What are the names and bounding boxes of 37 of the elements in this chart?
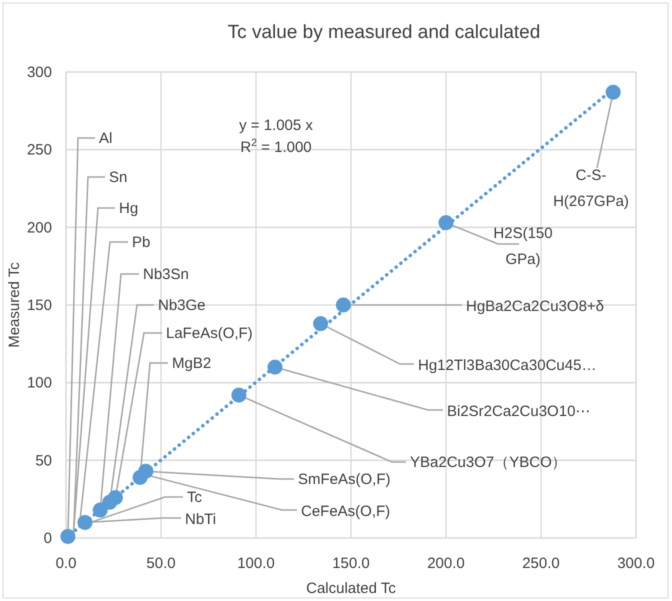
annotation: y = 1.005 x bbox=[239, 117, 314, 134]
annotation: CeFeAs(O,F) bbox=[301, 503, 390, 520]
annotation: NbTi bbox=[185, 511, 216, 528]
y-tick-label: 200 bbox=[26, 219, 52, 236]
annotation: HgBa2Ca2Cu3O8+δ bbox=[466, 298, 604, 315]
x-tick-label: 150.0 bbox=[332, 555, 370, 572]
annotation: Hg bbox=[119, 200, 138, 217]
annotation: C-S-H(267GPa) bbox=[553, 167, 629, 210]
annotation: H2S(150 GPa) bbox=[493, 225, 553, 268]
annotation: Nb3Sn bbox=[143, 266, 189, 283]
x-tick-label: 100.0 bbox=[237, 555, 275, 572]
x-tick-label: 300.0 bbox=[617, 555, 655, 572]
chart-title: Tc value by measured and calculated bbox=[228, 22, 540, 43]
y-tick-label: 250 bbox=[26, 142, 52, 159]
y-tick-label: 0 bbox=[44, 530, 52, 547]
annotation: Sn bbox=[109, 169, 128, 186]
x-tick-label: 50.0 bbox=[146, 555, 176, 572]
annotation: LaFeAs(O,F) bbox=[166, 325, 253, 342]
y-tick-label: 50 bbox=[35, 452, 52, 470]
annotation: Tc bbox=[187, 489, 202, 506]
annotation: Nb3Ge bbox=[158, 297, 206, 314]
y-tick-label: 100 bbox=[26, 374, 52, 392]
annotation: YBa2Cu3O7（YBCO） bbox=[410, 454, 567, 471]
annotation: SmFeAs(O,F) bbox=[298, 471, 390, 488]
y-tick-label: 300 bbox=[26, 64, 52, 81]
x-tick-label: 0.0 bbox=[56, 555, 76, 572]
y-tick-label: 150 bbox=[26, 297, 52, 314]
y-axis-title: Measured Tc bbox=[6, 262, 23, 348]
annotation: Hg12Tl3Ba30Ca30Cu45… bbox=[418, 357, 596, 374]
x-tick-label: 250.0 bbox=[522, 555, 560, 572]
x-axis-title: Calculated Tc bbox=[306, 580, 396, 597]
annotation: MgB2 bbox=[172, 355, 212, 372]
annotation: Al bbox=[99, 130, 112, 147]
annotation: Pb bbox=[132, 234, 150, 251]
annotation: R$^{2}$ = 1.000 bbox=[240, 137, 312, 156]
x-tick-label: 200.0 bbox=[427, 555, 465, 572]
annotation: Bi2Sr2Ca2Cu3O10⋯ bbox=[447, 403, 590, 420]
